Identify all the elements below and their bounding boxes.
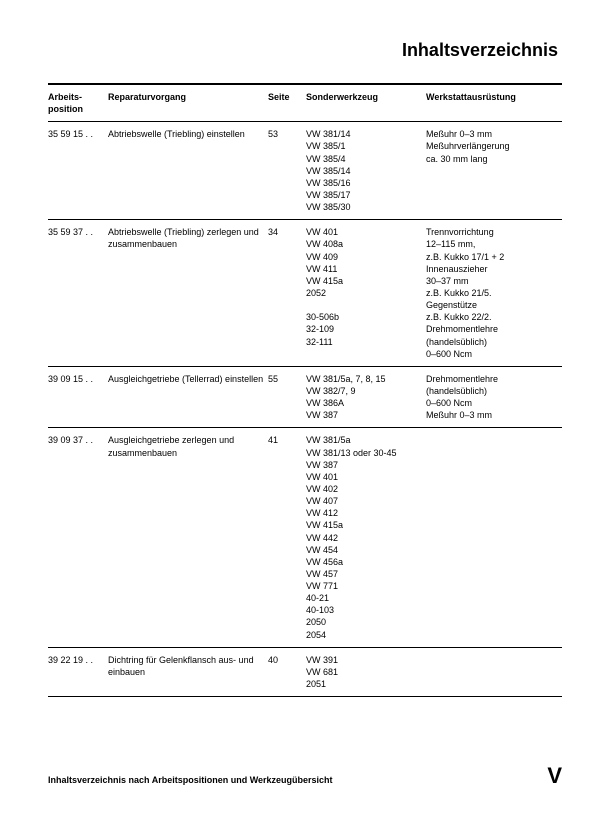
col-header-page: Seite <box>268 84 306 122</box>
cell-equipment <box>426 647 562 696</box>
cell-page: 40 <box>268 647 306 696</box>
cell-repair: Ausgleichgetriebe (Tellerrad) einstellen <box>108 366 268 428</box>
cell-equipment: Trennvorrichtung12–115 mm,z.B. Kukko 17/… <box>426 220 562 367</box>
table-header-row: Arbeits-position Reparaturvorgang Seite … <box>48 84 562 122</box>
cell-repair: Abtriebswelle (Triebling) zerlegen und z… <box>108 220 268 367</box>
cell-position: 35 59 15 . . <box>48 122 108 220</box>
page-footer: Inhaltsverzeichnis nach Arbeitspositione… <box>48 763 562 789</box>
cell-repair: Ausgleichgetriebe zerlegen und zusammenb… <box>108 428 268 647</box>
table-body: 35 59 15 . .Abtriebswelle (Triebling) ei… <box>48 122 562 697</box>
cell-position: 39 09 37 . . <box>48 428 108 647</box>
cell-tool: VW 381/5aVW 381/13 oder 30-45VW 387VW 40… <box>306 428 426 647</box>
table-row: 39 09 37 . .Ausgleichgetriebe zerlegen u… <box>48 428 562 647</box>
page-content: Inhaltsverzeichnis Arbeits-position Repa… <box>0 0 600 697</box>
cell-equipment: Drehmomentlehre(handelsüblich)0–600 NcmM… <box>426 366 562 428</box>
cell-tool: VW 401VW 408aVW 409VW 411VW 415a2052 30-… <box>306 220 426 367</box>
cell-repair: Dichtring für Gelenkflansch aus- und ein… <box>108 647 268 696</box>
cell-position: 35 59 37 . . <box>48 220 108 367</box>
footer-roman: V <box>547 763 562 789</box>
cell-page: 41 <box>268 428 306 647</box>
page-title: Inhaltsverzeichnis <box>48 40 562 61</box>
cell-tool: VW 381/5a, 7, 8, 15VW 382/7, 9VW 386AVW … <box>306 366 426 428</box>
cell-page: 34 <box>268 220 306 367</box>
cell-position: 39 22 19 . . <box>48 647 108 696</box>
cell-tool: VW 381/14VW 385/1VW 385/4VW 385/14VW 385… <box>306 122 426 220</box>
cell-tool: VW 391VW 6812051 <box>306 647 426 696</box>
cell-repair: Abtriebswelle (Triebling) einstellen <box>108 122 268 220</box>
cell-page: 53 <box>268 122 306 220</box>
table-row: 39 09 15 . .Ausgleichgetriebe (Tellerrad… <box>48 366 562 428</box>
cell-position: 39 09 15 . . <box>48 366 108 428</box>
table-row: 35 59 37 . .Abtriebswelle (Triebling) ze… <box>48 220 562 367</box>
cell-equipment <box>426 428 562 647</box>
table-row: 35 59 15 . .Abtriebswelle (Triebling) ei… <box>48 122 562 220</box>
footer-text: Inhaltsverzeichnis nach Arbeitspositione… <box>48 775 333 785</box>
cell-equipment: Meßuhr 0–3 mmMeßuhrverlängerungca. 30 mm… <box>426 122 562 220</box>
col-header-position: Arbeits-position <box>48 84 108 122</box>
col-header-tool: Sonderwerkzeug <box>306 84 426 122</box>
cell-page: 55 <box>268 366 306 428</box>
index-table: Arbeits-position Reparaturvorgang Seite … <box>48 83 562 697</box>
col-header-repair: Reparaturvorgang <box>108 84 268 122</box>
col-header-equipment: Werkstattausrüstung <box>426 84 562 122</box>
table-row: 39 22 19 . .Dichtring für Gelenkflansch … <box>48 647 562 696</box>
